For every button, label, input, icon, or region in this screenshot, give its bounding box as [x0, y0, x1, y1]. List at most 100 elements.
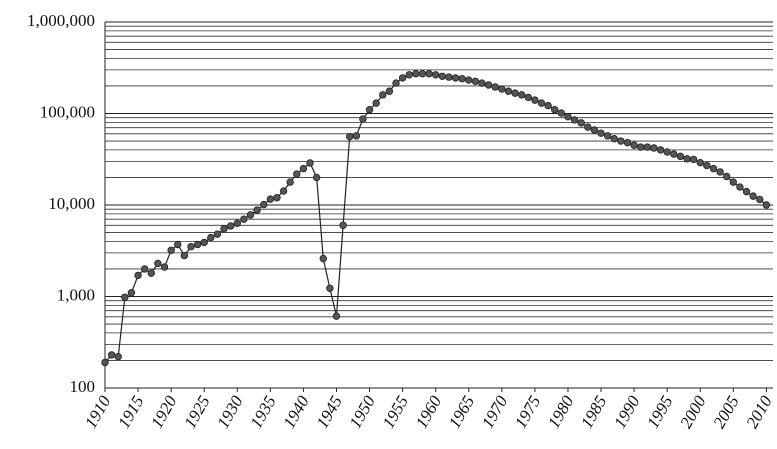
- data-point: [736, 183, 744, 191]
- data-point: [174, 240, 182, 249]
- data-point: [266, 195, 275, 203]
- data-point: [584, 123, 592, 131]
- data-point: [220, 225, 228, 233]
- data-point: [140, 265, 149, 273]
- data-point: [147, 269, 155, 277]
- data-point: [484, 81, 493, 89]
- x-tick-label: 1925: [180, 393, 213, 432]
- data-point: [570, 116, 579, 124]
- data-point: [637, 143, 645, 151]
- data-point: [418, 70, 427, 78]
- data-point: [385, 87, 394, 95]
- y-tick-label: 10,000: [48, 194, 95, 213]
- data-point: [762, 201, 771, 209]
- data-point: [425, 70, 433, 78]
- x-tick-label: 1910: [81, 392, 115, 431]
- x-tick-label: 1935: [246, 393, 279, 432]
- data-point: [332, 312, 341, 320]
- data-point: [114, 352, 122, 361]
- data-point: [709, 164, 718, 173]
- data-point: [478, 79, 486, 87]
- data-point: [160, 263, 169, 271]
- x-tick-label: 1995: [643, 393, 676, 432]
- data-point: [537, 99, 546, 107]
- data-point: [121, 293, 129, 302]
- data-point: [398, 74, 407, 82]
- data-point: [180, 251, 189, 260]
- data-point: [319, 254, 327, 263]
- data-point: [279, 187, 288, 195]
- data-point: [676, 152, 685, 161]
- data-point: [167, 246, 175, 254]
- data-point: [491, 83, 499, 91]
- data-point: [359, 115, 367, 123]
- data-point: [293, 170, 301, 178]
- data-point: [392, 79, 400, 87]
- x-tick-label: 1945: [312, 393, 345, 432]
- x-tick-label: 1970: [478, 392, 512, 431]
- y-tick-label: 100,000: [40, 102, 95, 121]
- data-point: [603, 132, 612, 140]
- data-point: [511, 89, 519, 97]
- data-point: [551, 106, 559, 114]
- data-point: [557, 109, 566, 117]
- data-point: [716, 168, 724, 176]
- data-point: [504, 87, 513, 95]
- data-point: [656, 146, 665, 154]
- data-point: [577, 119, 585, 127]
- data-point: [187, 243, 195, 251]
- data-point: [597, 129, 605, 137]
- data-point: [193, 240, 202, 249]
- data-point: [590, 126, 599, 134]
- x-tick-label: 1985: [577, 393, 610, 432]
- data-point: [352, 132, 361, 140]
- data-point: [134, 271, 142, 280]
- x-tick-label: 1975: [511, 393, 544, 432]
- data-point: [663, 148, 671, 156]
- data-point: [703, 161, 711, 170]
- data-point: [683, 155, 691, 163]
- x-tick-label: 1990: [610, 392, 644, 431]
- data-point: [756, 195, 764, 204]
- data-point: [365, 106, 374, 114]
- x-tick-label: 1920: [147, 392, 181, 431]
- data-point: [346, 132, 354, 141]
- data-point: [650, 144, 658, 152]
- data-point: [610, 135, 618, 143]
- data-point: [531, 96, 539, 104]
- data-point: [306, 159, 314, 167]
- data-point: [670, 150, 678, 158]
- x-tick-label: 1950: [346, 392, 380, 431]
- x-tick-label: 2010: [742, 392, 776, 431]
- data-point: [689, 155, 698, 164]
- data-point: [405, 71, 413, 79]
- data-point: [233, 219, 241, 228]
- data-point: [445, 73, 453, 81]
- x-tick-label: 1960: [412, 392, 446, 431]
- data-point: [696, 158, 704, 167]
- x-tick-label: 1930: [213, 392, 247, 431]
- data-point: [451, 74, 460, 82]
- x-tick-label: 1965: [445, 393, 478, 432]
- data-point: [253, 206, 261, 214]
- x-tick-label: 1955: [379, 393, 412, 432]
- data-point: [299, 164, 308, 173]
- data-point: [260, 200, 268, 209]
- data-point: [524, 93, 532, 102]
- data-point: [471, 77, 480, 85]
- data-point: [127, 289, 136, 297]
- series-line: [104, 73, 767, 363]
- data-point: [544, 101, 552, 110]
- data-point: [517, 91, 526, 99]
- data-point: [564, 113, 572, 121]
- data-point: [379, 91, 387, 99]
- data-point: [101, 358, 109, 367]
- data-point: [200, 238, 208, 247]
- data-point: [286, 178, 294, 186]
- data-point: [729, 178, 738, 186]
- data-point: [207, 233, 215, 242]
- data-point: [630, 141, 638, 149]
- data-point: [339, 221, 347, 229]
- data-point: [742, 187, 751, 196]
